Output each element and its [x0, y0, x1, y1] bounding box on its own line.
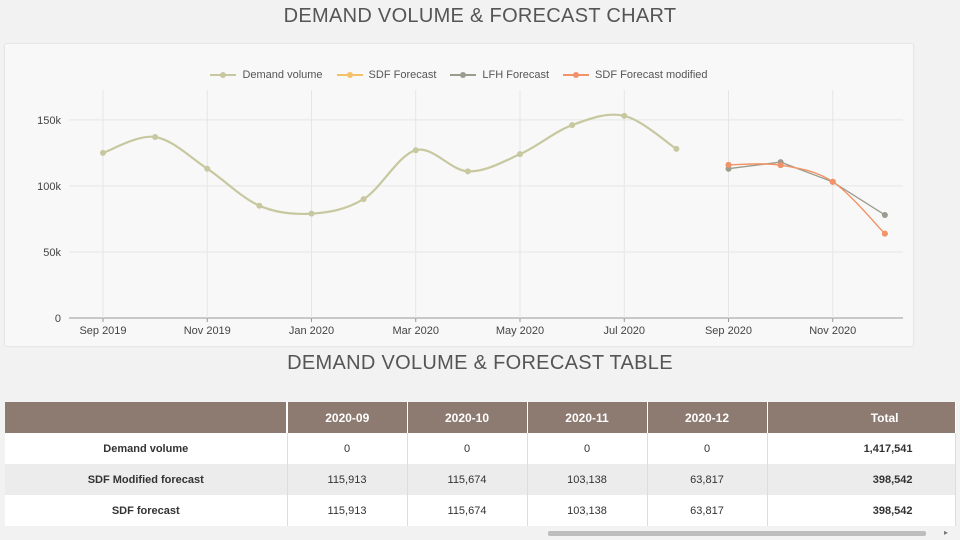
x-tick-label: Nov 2020: [809, 325, 856, 337]
data-point-demand-volume: [569, 122, 576, 129]
data-point-lfh-forecast: [881, 211, 888, 218]
table-cell: 0: [407, 433, 528, 464]
data-point-demand-volume: [464, 168, 471, 175]
x-tick-label: Jul 2020: [603, 325, 645, 337]
legend-swatch-demand-volume: [210, 72, 237, 78]
y-tick-label: 0: [55, 313, 61, 325]
x-tick-label: Nov 2019: [184, 325, 231, 337]
data-point-sdf-forecast-modified: [881, 230, 888, 237]
chart-section-title: DEMAND VOLUME & FORECAST CHART: [283, 5, 677, 27]
table-row: Demand volume 0 0 0 0 1,417,541: [5, 433, 956, 464]
series-line-lfh-forecast: [728, 161, 886, 216]
data-point-demand-volume: [256, 202, 263, 209]
row-label: Demand volume: [5, 433, 288, 464]
table-cell: 63,817: [647, 464, 768, 495]
legend-item-demand-volume[interactable]: Demand volume: [210, 69, 323, 81]
series-line-sdf-forecast: [728, 163, 886, 235]
x-tick-label: May 2020: [496, 325, 544, 337]
data-point-demand-volume: [412, 147, 419, 154]
y-tick-label: 100k: [37, 181, 61, 193]
forecast-table-container: 2020-09 2020-10 2020-11 2020-12 Total De…: [5, 402, 956, 528]
legend-item-lfh-forecast[interactable]: LFH Forecast: [450, 69, 549, 81]
table-cell: 115,913: [287, 495, 408, 526]
forecast-table: 2020-09 2020-10 2020-11 2020-12 Total De…: [5, 402, 956, 526]
legend-item-sdf-forecast-modified[interactable]: SDF Forecast modified: [563, 69, 708, 81]
table-cell: 115,674: [407, 464, 528, 495]
data-point-demand-volume: [360, 196, 367, 203]
table-header-total[interactable]: Total: [767, 402, 956, 433]
table-row: SDF Modified forecast 115,913 115,674 10…: [5, 464, 956, 495]
data-point-demand-volume: [152, 133, 159, 140]
x-tick-label: Mar 2020: [393, 325, 439, 337]
scroll-right-arrow-icon[interactable]: ▸: [944, 528, 949, 537]
data-point-demand-volume: [517, 151, 523, 158]
table-header-2020-11[interactable]: 2020-11: [527, 402, 648, 433]
table-header-row: 2020-09 2020-10 2020-11 2020-12 Total: [5, 402, 956, 433]
row-label: SDF Modified forecast: [5, 464, 288, 495]
chart-card: Demand volume SDF Forecast LFH Forecast …: [5, 44, 913, 346]
chart-legend: Demand volume SDF Forecast LFH Forecast …: [5, 69, 913, 81]
series-line-sdf-forecast-modified: [728, 163, 886, 235]
line-chart: 0 50k 100k 150k Sep 2019 Nov 2019 Jan 2020 Mar …: [37, 90, 903, 337]
table-cell: 0: [527, 433, 648, 464]
legend-swatch-lfh-forecast: [450, 72, 477, 78]
table-cell: 63,817: [647, 495, 768, 526]
y-tick-label: 150k: [37, 115, 61, 127]
horizontal-scrollbar[interactable]: [548, 531, 926, 536]
data-point-sdf-forecast-modified: [829, 178, 836, 185]
table-header-2020-09[interactable]: 2020-09: [287, 402, 408, 433]
data-point-demand-volume: [204, 165, 211, 172]
row-label: SDF forecast: [5, 495, 288, 526]
data-point-sdf-forecast-modified: [725, 161, 732, 168]
y-tick-label: 50k: [43, 247, 61, 259]
row-total: 398,542: [767, 464, 956, 495]
row-total: 398,542: [767, 495, 956, 526]
data-point-demand-volume: [308, 210, 315, 217]
series-line-demand-volume: [102, 113, 677, 216]
table-cell: 103,138: [527, 464, 648, 495]
table-section-title: DEMAND VOLUME & FORECAST TABLE: [287, 352, 673, 374]
table-cell: 115,913: [287, 464, 408, 495]
data-point-demand-volume: [100, 149, 106, 156]
x-tick-label: Sep 2019: [79, 325, 126, 337]
data-point-sdf-forecast-modified: [777, 162, 784, 169]
legend-swatch-sdf-forecast: [336, 72, 363, 78]
legend-item-sdf-forecast[interactable]: SDF Forecast: [336, 69, 437, 81]
legend-label: SDF Forecast: [368, 69, 437, 81]
legend-label: Demand volume: [242, 69, 323, 81]
legend-swatch-sdf-forecast-modified: [563, 72, 590, 78]
table-cell: 115,674: [407, 495, 528, 526]
table-cell: 103,138: [527, 495, 648, 526]
x-tick-label: Jan 2020: [289, 325, 334, 337]
x-tick-label: Sep 2020: [705, 325, 752, 337]
legend-label: LFH Forecast: [482, 69, 550, 81]
table-header-2020-12[interactable]: 2020-12: [647, 402, 768, 433]
table-cell: 0: [647, 433, 768, 464]
table-cell: 0: [287, 433, 408, 464]
table-header-2020-10[interactable]: 2020-10: [407, 402, 528, 433]
table-row: SDF forecast 115,913 115,674 103,138 63,…: [5, 495, 956, 526]
data-point-demand-volume: [621, 112, 628, 119]
table-header-corner: [5, 402, 288, 433]
legend-label: SDF Forecast modified: [595, 69, 708, 81]
data-point-demand-volume: [673, 145, 680, 152]
row-total: 1,417,541: [767, 433, 956, 464]
